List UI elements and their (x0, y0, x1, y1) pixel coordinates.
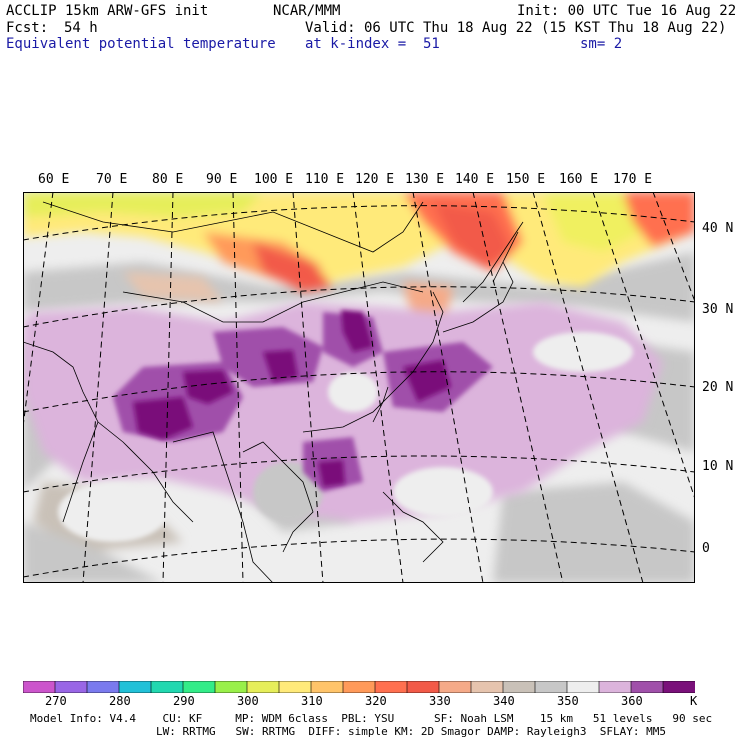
lat-label: 20 N (702, 380, 734, 395)
colorbar-tick-label: 320 (365, 694, 387, 708)
colorbar-tick-label: 270 (45, 694, 67, 708)
lon-label: 80 E (152, 172, 184, 187)
colorbar-tick-label: 350 (557, 694, 579, 708)
lat-label: 40 N (702, 221, 734, 236)
org-label: NCAR/MMM (273, 3, 341, 19)
smoothing-label: sm= 2 (580, 36, 623, 52)
model-title: ACCLIP 15km ARW-GFS init (6, 3, 209, 19)
colorbar-swatch (54, 681, 88, 693)
colorbar-swatch (118, 681, 152, 693)
lon-label: 160 E (559, 172, 599, 187)
level-index: at k-index = 51 (305, 36, 440, 52)
colorbar-swatch (86, 681, 120, 693)
colorbar-swatch (150, 681, 184, 693)
colorbar-swatch (182, 681, 216, 693)
gray-islands (58, 332, 633, 542)
lon-label: 120 E (355, 172, 395, 187)
colorbar-swatch (662, 681, 695, 693)
lon-label: 140 E (455, 172, 495, 187)
lon-label: 90 E (206, 172, 238, 187)
colorbar-swatch (406, 681, 440, 693)
forecast-label: Fcst: (6, 20, 49, 36)
lon-label: 110 E (305, 172, 345, 187)
colorbar-tick-label: 310 (301, 694, 323, 708)
lon-label: 170 E (613, 172, 653, 187)
colorbar-swatch (246, 681, 280, 693)
field-name: Equivalent potential temperature (6, 36, 276, 52)
colorbar-swatch (438, 681, 472, 693)
warm-band (23, 192, 695, 332)
lat-label: 10 N (702, 459, 734, 474)
valid-time: Valid: 06 UTC Thu 18 Aug 22 (15 KST Thu … (305, 20, 727, 36)
colorbar-swatch (630, 681, 664, 693)
colorbar-swatch (310, 681, 344, 693)
colorbar-swatch (470, 681, 504, 693)
colorbar-swatch (278, 681, 312, 693)
colorbar (23, 681, 695, 693)
theta-e-map (23, 192, 695, 583)
graticule (23, 192, 695, 583)
lon-label: 150 E (506, 172, 546, 187)
colorbar-swatch (214, 681, 248, 693)
dark-purple (133, 310, 451, 487)
model-info-line: Model Info: V4.4 CU: KF MP: WDM 6class P… (30, 712, 713, 725)
colorbar-swatch (502, 681, 536, 693)
colorbar-tick-label: 340 (493, 694, 515, 708)
physics-info-line: LW: RRTMG SW: RRTMG DIFF: simple KM: 2D … (156, 725, 666, 738)
init-time: Init: 00 UTC Tue 16 Aug 22 (517, 3, 737, 19)
colorbar-tick-label: 280 (109, 694, 131, 708)
forecast-hours: 54 h (64, 20, 98, 36)
colorbar-tick-label: 360 (621, 694, 643, 708)
coastlines (23, 201, 524, 583)
lat-label: 30 N (702, 302, 734, 317)
map-frame (23, 192, 695, 583)
colorbar-tick-label: 330 (429, 694, 451, 708)
colorbar-swatch (23, 681, 56, 693)
colorbar-swatch (534, 681, 568, 693)
colorbar-unit: K (690, 694, 698, 708)
colorbar-swatch (342, 681, 376, 693)
lon-label: 60 E (38, 172, 70, 187)
colorbar-swatch (374, 681, 408, 693)
lon-label: 130 E (405, 172, 445, 187)
colorbar-swatch (566, 681, 600, 693)
lat-label: 0 (702, 541, 710, 556)
moist-region (23, 302, 663, 522)
lon-label: 100 E (254, 172, 294, 187)
colorbar-tick-label: 300 (237, 694, 259, 708)
colorbar-swatch (598, 681, 632, 693)
lon-label: 70 E (96, 172, 128, 187)
colorbar-tick-label: 290 (173, 694, 195, 708)
